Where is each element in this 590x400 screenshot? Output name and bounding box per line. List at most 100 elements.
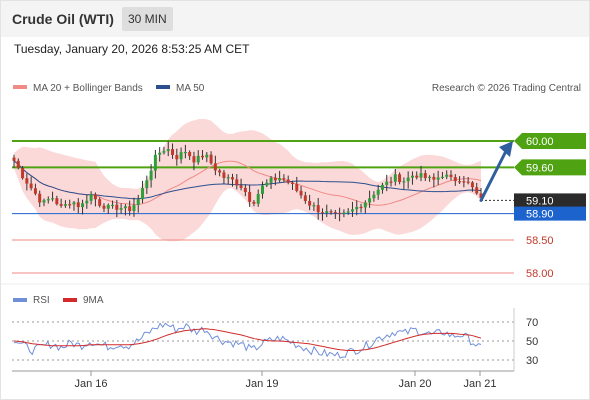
candle-body (81, 203, 85, 208)
candle-body (393, 174, 397, 182)
candle-body (183, 151, 187, 154)
rsi-tick-label: 30 (526, 355, 538, 367)
candle-body (76, 202, 80, 208)
candle-body (376, 189, 380, 195)
candle-body (252, 201, 256, 204)
candle-body (419, 173, 423, 178)
x-tick-label: Jan 21 (463, 378, 496, 390)
candle-body (55, 198, 59, 205)
candle-body (166, 149, 170, 152)
research-credit: Research © 2026 Trading Central (432, 83, 581, 94)
candle-body (316, 205, 320, 213)
candle-body (410, 175, 414, 178)
candle-body (346, 211, 350, 213)
candle-body (385, 181, 389, 185)
rsi-ma-legend-swatch (63, 298, 77, 302)
chart-header: Crude Oil (WTI) 30 MIN (1, 1, 589, 37)
candle-body (466, 181, 470, 183)
candle-body (179, 152, 183, 160)
timeframe-badge[interactable]: 30 MIN (122, 7, 173, 31)
ma20-legend-swatch (13, 85, 27, 89)
forecast-arrow-shaft (479, 151, 507, 202)
candle-body (299, 190, 303, 196)
candle-body (68, 204, 72, 206)
candle-body (162, 151, 166, 153)
candle-body (308, 200, 312, 206)
candle-body (303, 195, 307, 201)
candle-body (432, 176, 436, 180)
candle-body (445, 174, 449, 177)
candle-body (239, 185, 243, 188)
current-price-label: 59.10 (526, 195, 554, 207)
candle-body (218, 170, 222, 173)
candlesticks (12, 141, 483, 222)
x-tick-label: Jan 19 (245, 378, 278, 390)
candle-body (149, 170, 153, 181)
candle-body (235, 179, 239, 186)
candle-body (458, 181, 462, 183)
candle-body (260, 185, 264, 194)
bollinger-band-fill (14, 119, 481, 242)
ma20-legend-label: MA 20 + Bollinger Bands (33, 83, 143, 94)
rsi-tick-label: 50 (526, 336, 538, 348)
candle-body (325, 211, 329, 214)
ma50-legend-label: MA 50 (176, 83, 205, 94)
candle-body (106, 204, 110, 209)
candle-body (278, 178, 282, 181)
candle-body (188, 151, 192, 157)
current-price-tag (514, 193, 586, 208)
candle-body (25, 178, 29, 184)
candle-body (248, 192, 252, 202)
candle-body (423, 173, 427, 179)
candle-body (389, 181, 393, 183)
candle-body (265, 182, 269, 186)
candle-body (72, 202, 76, 205)
price-levels (12, 140, 514, 274)
rsi-panel: 70 50 30 (12, 317, 538, 367)
candle-body (196, 155, 200, 163)
candle-body (440, 176, 444, 178)
candle-body (93, 194, 97, 200)
candle-body (42, 200, 46, 203)
candle-body (222, 172, 226, 179)
candle-body (295, 183, 299, 191)
x-tick-label: Jan 16 (74, 378, 107, 390)
candle-body (355, 206, 359, 210)
candle-body (312, 205, 316, 207)
candle-body (286, 179, 290, 183)
candle-body (123, 206, 127, 209)
price-level-labels: 60.00 59.60 59.10 58.90 58.50 58.00 (514, 133, 586, 280)
candle-body (479, 193, 483, 198)
candle-body (320, 212, 324, 214)
candle-body (158, 152, 162, 155)
candle-body (132, 205, 136, 211)
candle-body (21, 167, 25, 179)
x-axis: Jan 16 Jan 19 Jan 20 Jan 21 (74, 371, 497, 390)
candle-body (141, 188, 145, 200)
candle-body (428, 176, 432, 179)
candle-body (398, 174, 402, 183)
candle-body (406, 177, 410, 182)
candle-body (111, 204, 115, 206)
candle-body (102, 205, 106, 209)
candle-body (16, 160, 20, 168)
candle-body (98, 199, 102, 206)
bollinger-bands (14, 119, 481, 242)
candle-body (269, 177, 273, 183)
rsi-ma-legend-label: 9MA (83, 295, 104, 306)
candle-body (256, 193, 260, 204)
rsi-tick-label: 70 (526, 317, 538, 329)
candle-body (290, 182, 294, 184)
candle-body (209, 154, 213, 164)
candle-body (12, 157, 16, 161)
candle-body (372, 194, 376, 199)
candle-body (192, 156, 196, 163)
candle-body (475, 187, 479, 194)
candle-body (175, 154, 179, 160)
rsi-ma-line (13, 328, 482, 351)
candle-body (470, 182, 474, 188)
candle-body (453, 177, 457, 182)
candle-body (231, 177, 235, 180)
candle-body (136, 199, 140, 206)
